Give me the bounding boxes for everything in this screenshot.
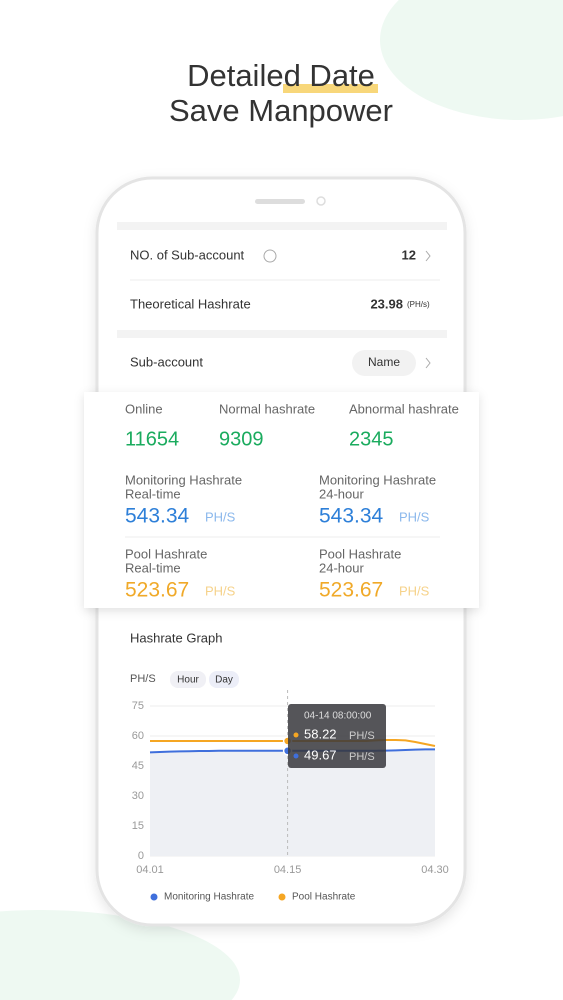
sort-label[interactable]: Name [368,355,400,369]
area-fill [150,749,435,856]
stat-label: Pool Hashrate [125,546,207,561]
row-unit: (PH/s) [407,300,430,309]
row-label: NO. of Sub-account [130,247,245,262]
stat-label: Real-time [125,560,181,575]
tooltip-title: 04-14 08:00:00 [304,711,372,722]
separator [117,330,447,338]
tooltip-dot [293,732,299,738]
highlight [283,84,378,93]
tooltip-value: 58.22 [304,726,337,741]
stat-value: 9309 [219,428,264,450]
stat-label: 24-hour [319,486,364,501]
x-tick-label: 04.15 [274,864,302,876]
stat-label: Monitoring Hashrate [319,472,436,487]
stat-value: 11654 [125,428,179,450]
row-value: 23.98 [370,296,403,311]
stat-label: Pool Hashrate [319,546,401,561]
chevron[interactable] [425,357,431,369]
legend-dot [150,893,158,901]
separator [117,222,447,230]
tooltip-dot [293,753,299,759]
stats-card [84,392,479,608]
row-label: Theoretical Hashrate [130,296,251,311]
y-tick-label: 30 [132,790,144,802]
tab-label[interactable]: Day [215,675,233,686]
tooltip-unit: PH/S [349,730,375,742]
stat-label: Monitoring Hashrate [125,472,242,487]
stat-label: Abnormal hashrate [349,401,459,416]
row-label: Sub-account [130,354,203,369]
speaker [255,199,305,204]
stat-value: 2345 [349,428,394,450]
legend-dot [278,893,286,901]
camera [316,196,326,206]
stat-value: 543.34 [319,505,384,528]
help-icon[interactable] [263,249,277,263]
stat-unit: PH/S [399,509,430,524]
y-tick-label: 15 [132,820,144,832]
stat-unit: PH/S [205,509,236,524]
stat-label: Normal hashrate [219,401,315,416]
stat-unit: PH/S [399,583,430,598]
y-tick-label: 45 [132,760,144,772]
sort-button[interactable] [352,350,416,376]
x-tick-label: 04.01 [136,864,164,876]
x-tick-label: 04.30 [421,864,449,876]
tab-label[interactable]: Hour [177,675,199,686]
stat-value: 523.67 [125,579,189,602]
headline: Save Manpower [169,93,393,128]
stat-value: 543.34 [125,505,190,528]
y-axis-label: PH/S [130,673,156,685]
stat-label: Online [125,401,163,416]
legend-label: Pool Hashrate [292,892,356,903]
graph-title: Hashrate Graph [130,630,223,645]
tab[interactable] [209,671,239,688]
bg-blob [380,0,563,120]
tooltip-value: 49.67 [304,747,337,762]
bg-blob [0,910,240,1000]
stat-label: 24-hour [319,560,364,575]
row-value: 12 [402,247,416,262]
y-tick-label: 75 [132,700,144,712]
stat-unit: PH/S [205,583,236,598]
legend-label: Monitoring Hashrate [164,892,254,903]
chevron[interactable] [425,250,431,262]
stat-value: 523.67 [319,579,383,602]
tab[interactable] [170,671,206,688]
tooltip [288,704,386,768]
y-tick-label: 60 [132,730,144,742]
tooltip-unit: PH/S [349,751,375,763]
stat-label: Real-time [125,486,181,501]
headline: Detailed Date [187,58,375,93]
y-tick-label: 0 [138,850,144,862]
